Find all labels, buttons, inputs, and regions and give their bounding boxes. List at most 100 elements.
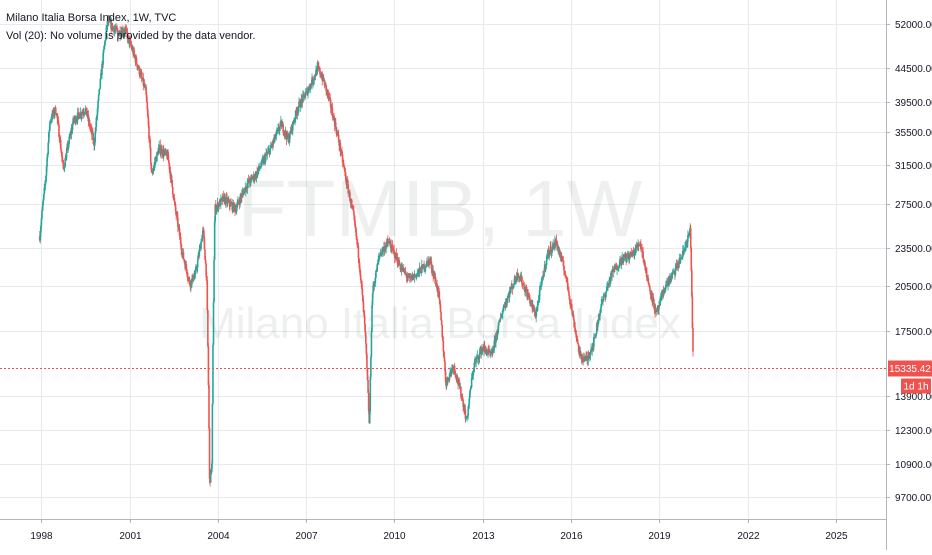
candle-body [602,295,605,301]
candle-body [594,335,597,337]
x-tick-label: 2025 [825,531,848,542]
candle-body [143,83,146,87]
candle-body [136,63,138,68]
x-tick-label: 1998 [30,531,53,542]
candle-body [358,262,361,270]
candle-body [530,301,533,303]
candle-body [556,244,559,250]
candle-body [47,132,50,143]
candle-body [69,133,72,137]
candle-body [39,232,42,241]
candle-body [139,72,142,76]
candle-body [140,73,143,78]
candle-body [589,352,592,355]
candle-body [515,280,518,281]
candle-body [441,324,444,338]
candle-body [167,152,170,160]
candle-body [169,171,172,179]
candle-body [204,259,207,264]
candle-body [130,41,132,46]
candle-body [62,160,64,164]
candle-body [690,247,693,271]
candle-body [513,283,515,286]
candle-body [498,319,501,323]
candle-body [430,261,433,269]
candle-body [217,204,220,209]
candle-body [458,380,460,384]
candle-body [444,361,446,372]
candle-body [557,249,560,250]
candle-body [276,131,278,132]
candle-body [593,336,595,347]
candle-body [201,230,204,236]
candle-body [496,333,499,336]
candle-body [525,288,528,292]
candle-body [577,344,580,353]
candle-body [453,365,456,371]
candle-body [212,344,214,404]
y-tick-label: 10900.00 [895,460,932,471]
candle-body [63,168,65,169]
candle-body [599,310,601,316]
candle-body [147,117,150,126]
candle-body [45,175,47,183]
candle-body [130,45,133,48]
candle-body [595,323,598,334]
candle-body [335,129,338,134]
candle-body [47,142,50,155]
candle-body [119,35,122,36]
candle-body [456,376,459,382]
candle-body [171,179,173,188]
candle-body [504,302,507,308]
candle-body [269,145,272,149]
symbol-title[interactable]: Milano Italia Borsa Index, 1W, TVC [6,12,177,24]
candle-body [371,293,374,306]
candle-body [529,297,531,304]
candle-body [376,264,378,272]
candle-body [205,263,207,277]
candle-body [259,167,262,168]
price-axis[interactable]: 52000.00 44500.00 39500.00 35500.00 31500.00… [886,20,932,504]
candle-body [647,278,650,284]
candle-body [625,258,628,261]
candle-body [83,113,86,114]
candle-body [201,235,203,242]
candle-body [56,113,59,119]
candle-body [105,32,107,40]
candle-body [564,274,567,276]
candle-body [53,110,55,115]
candle-body [460,386,462,397]
candle-body [599,307,602,311]
candle-body [440,311,442,321]
candle-body [512,286,514,290]
candle-body [374,277,377,283]
candle-body [324,82,327,86]
candle-body [127,35,129,40]
candle-body [81,112,83,115]
candle-body [566,277,569,284]
candle-body [349,192,351,202]
candle-body [309,84,312,90]
candle-body [506,298,509,303]
candle-body [106,25,108,26]
candle-body [76,112,79,121]
candle-body [200,241,202,249]
candle-body [521,277,523,285]
y-tick-label: 13900.00 [895,392,932,403]
candle-body [517,274,520,279]
candle-body [555,239,557,246]
candle-body [183,260,186,264]
candle-body [267,150,270,152]
candle-body [538,290,541,300]
candle-body [538,299,540,301]
y-tick-label: 17500.00 [895,327,932,338]
candle-body [535,311,537,318]
candle-body [279,121,282,127]
candle-body [478,358,480,360]
candle-body [40,218,43,226]
candle-body [333,115,335,120]
candle-body [465,417,468,419]
time-axis[interactable]: 1998 2001 2004 2007 2010 2013 2016 2019 2022 2025 [30,519,848,542]
